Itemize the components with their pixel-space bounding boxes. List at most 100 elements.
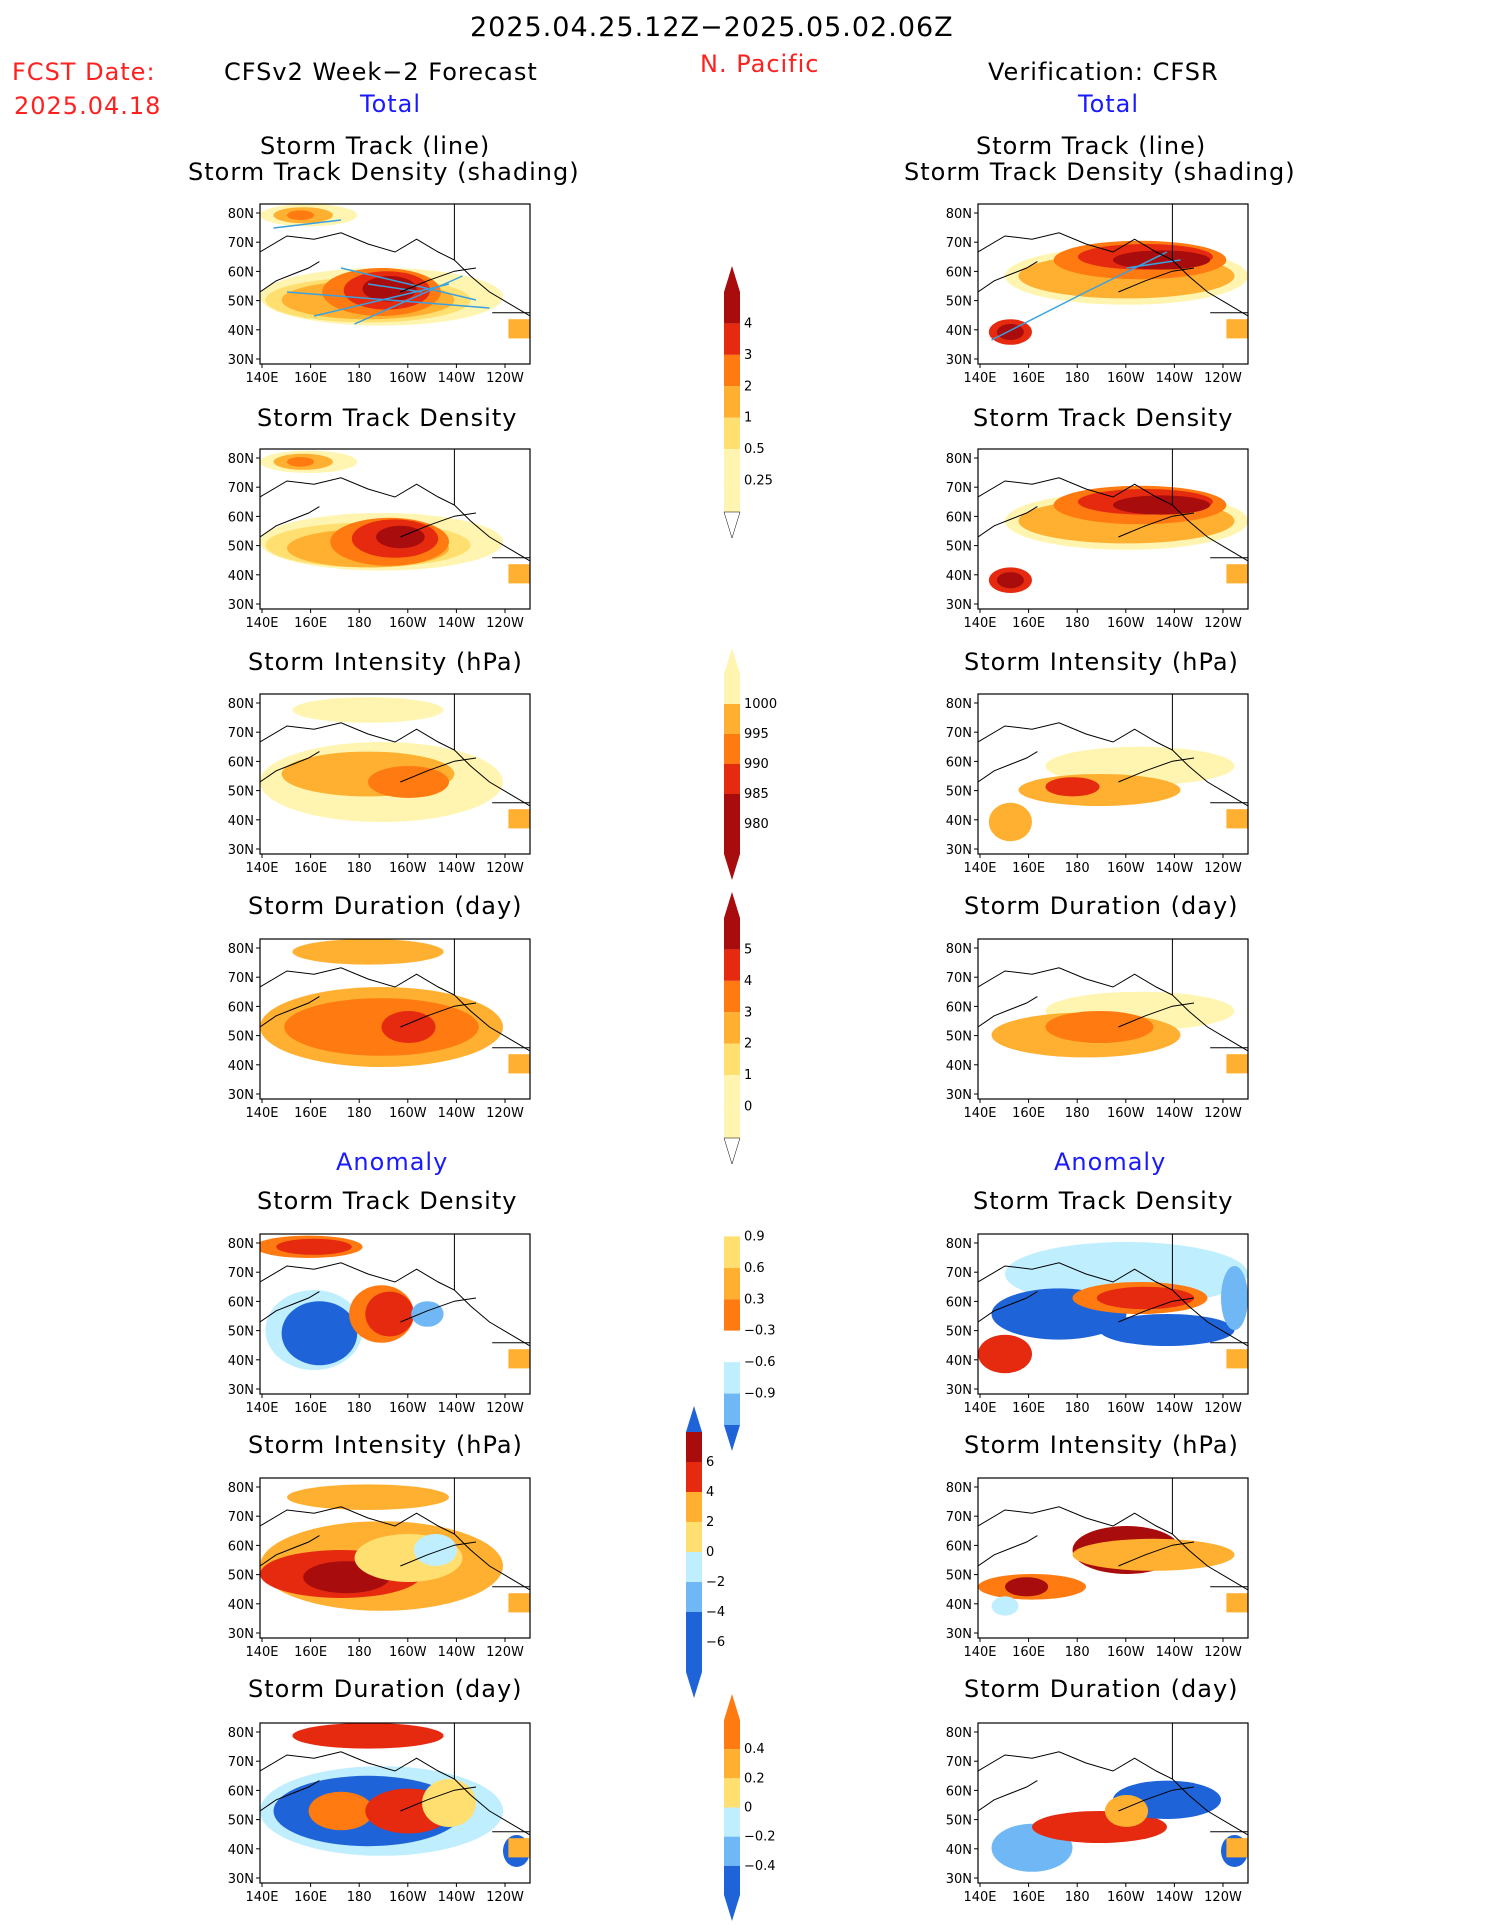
map-right-track-density: 80N 70N 60N 50N 40N 30N 140E 160E 180 160W 140W 120… bbox=[946, 448, 1249, 631]
lon-tick-label: 140W bbox=[1156, 616, 1194, 631]
lat-tick-label: 30N bbox=[946, 1088, 972, 1103]
lon-tick-label: 160E bbox=[294, 616, 327, 631]
lon-tick-label: 120W bbox=[486, 1890, 524, 1905]
lat-tick-label: 40N bbox=[228, 1354, 254, 1369]
lat-tick-label: 80N bbox=[946, 942, 972, 957]
colorbar-tick-label: 985 bbox=[744, 787, 769, 802]
lon-tick-label: 140E bbox=[963, 861, 996, 876]
lon-tick-label: 160W bbox=[1107, 861, 1145, 876]
lon-tick-label: 140E bbox=[963, 371, 996, 386]
lon-tick-label: 160W bbox=[389, 1401, 427, 1416]
fcst-date-label: FCST Date: bbox=[12, 58, 156, 86]
map-left-intensity-anomaly: 80N 70N 60N 50N 40N 30N 140E 160E 180 160W 140W 120… bbox=[228, 1477, 531, 1660]
lon-tick-label: 180 bbox=[347, 1401, 372, 1416]
panel2-title-left: Storm Track Density bbox=[257, 404, 518, 432]
colorbar-tick-label: 0.25 bbox=[744, 474, 773, 489]
lat-tick-label: 30N bbox=[946, 1627, 972, 1642]
lat-tick-label: 70N bbox=[228, 236, 254, 251]
lon-tick-label: 180 bbox=[347, 371, 372, 386]
lon-tick-label: 160W bbox=[389, 1106, 427, 1121]
lat-tick-label: 80N bbox=[228, 1481, 254, 1496]
lat-tick-label: 40N bbox=[228, 1059, 254, 1074]
lon-tick-label: 160W bbox=[389, 1645, 427, 1660]
lat-tick-label: 50N bbox=[946, 295, 972, 310]
date-range-title: 2025.04.25.12Z−2025.05.02.06Z bbox=[470, 12, 954, 43]
lon-tick-label: 140W bbox=[438, 1401, 476, 1416]
colorbar-tick-label: 2 bbox=[744, 1037, 752, 1052]
colorbar-tick-label: 0.6 bbox=[744, 1261, 765, 1276]
panel6-title-left: Storm Intensity (hPa) bbox=[248, 1431, 523, 1459]
lon-tick-label: 160E bbox=[1012, 1645, 1045, 1660]
lon-tick-label: 140E bbox=[245, 861, 278, 876]
lon-tick-label: 140W bbox=[438, 1106, 476, 1121]
lon-tick-label: 120W bbox=[486, 616, 524, 631]
colorbar-tick-label: 0.2 bbox=[744, 1771, 765, 1786]
lon-tick-label: 140E bbox=[963, 1890, 996, 1905]
lat-tick-label: 60N bbox=[228, 1000, 254, 1015]
lat-tick-label: 50N bbox=[946, 540, 972, 555]
lon-tick-label: 140E bbox=[963, 1106, 996, 1121]
lat-tick-label: 60N bbox=[228, 510, 254, 525]
lon-tick-label: 180 bbox=[1065, 1645, 1090, 1660]
lon-tick-label: 140E bbox=[245, 1890, 278, 1905]
lon-tick-label: 160W bbox=[389, 371, 427, 386]
colorbar-tick-label: −2 bbox=[706, 1575, 725, 1590]
lon-tick-label: 140E bbox=[963, 616, 996, 631]
lon-tick-label: 160W bbox=[389, 861, 427, 876]
lat-tick-label: 50N bbox=[946, 785, 972, 800]
lat-tick-label: 50N bbox=[946, 1030, 972, 1045]
lon-tick-label: 120W bbox=[1204, 371, 1242, 386]
panel1-title-line-left: Storm Track (line) bbox=[260, 132, 491, 160]
lon-tick-label: 140E bbox=[245, 371, 278, 386]
lat-tick-label: 60N bbox=[228, 265, 254, 280]
lon-tick-label: 140W bbox=[438, 1890, 476, 1905]
lat-tick-label: 40N bbox=[946, 1598, 972, 1613]
lat-tick-label: 50N bbox=[946, 1569, 972, 1584]
lat-tick-label: 30N bbox=[228, 1383, 254, 1398]
lat-tick-label: 80N bbox=[228, 452, 254, 467]
lon-tick-label: 140E bbox=[963, 1645, 996, 1660]
lon-tick-label: 120W bbox=[1204, 1401, 1242, 1416]
lon-tick-label: 160E bbox=[1012, 1890, 1045, 1905]
lat-tick-label: 30N bbox=[946, 1383, 972, 1398]
map-left-duration: 80N 70N 60N 50N 40N 30N 140E 160E 180 160W 140W 120… bbox=[228, 938, 531, 1121]
lon-tick-label: 140E bbox=[245, 1401, 278, 1416]
lat-tick-label: 40N bbox=[946, 569, 972, 584]
panel5-title-right: Storm Track Density bbox=[973, 1187, 1234, 1215]
lat-tick-label: 80N bbox=[228, 1726, 254, 1741]
lon-tick-label: 120W bbox=[486, 861, 524, 876]
lat-tick-label: 30N bbox=[228, 598, 254, 613]
lon-tick-label: 160E bbox=[294, 1106, 327, 1121]
lat-tick-label: 40N bbox=[228, 814, 254, 829]
lat-tick-label: 50N bbox=[228, 295, 254, 310]
colorbar-tick-label: 5 bbox=[744, 942, 752, 957]
panel3-title-right: Storm Intensity (hPa) bbox=[964, 648, 1239, 676]
lat-tick-label: 80N bbox=[228, 207, 254, 222]
lat-tick-label: 80N bbox=[946, 452, 972, 467]
colorbar-intensity-anomaly: 6 4 2 0 −2 −4 −6 bbox=[686, 1406, 725, 1698]
panel1-title-shading-right: Storm Track Density (shading) bbox=[904, 158, 1296, 186]
lat-tick-label: 50N bbox=[228, 1325, 254, 1340]
lat-tick-label: 70N bbox=[946, 481, 972, 496]
colorbar-tick-label: 980 bbox=[744, 817, 769, 832]
lon-tick-label: 140W bbox=[438, 861, 476, 876]
lon-tick-label: 160W bbox=[389, 1890, 427, 1905]
lon-tick-label: 140W bbox=[1156, 1645, 1194, 1660]
lon-tick-label: 120W bbox=[486, 1106, 524, 1121]
lat-tick-label: 70N bbox=[946, 726, 972, 741]
map-left-track-density-lines: 80N 70N 60N 50N 40N 30N 140E 160E 180 160W 140W 120… bbox=[228, 203, 531, 386]
right-total-label: Total bbox=[1078, 90, 1140, 118]
lon-tick-label: 160W bbox=[1107, 1645, 1145, 1660]
lon-tick-label: 140W bbox=[1156, 1401, 1194, 1416]
lon-tick-label: 180 bbox=[347, 616, 372, 631]
colorbar-tick-label: −0.4 bbox=[744, 1859, 776, 1874]
lon-tick-label: 140E bbox=[245, 616, 278, 631]
colorbar-tick-label: −0.6 bbox=[744, 1355, 776, 1370]
map-left-intensity: 80N 70N 60N 50N 40N 30N 140E 160E 180 160W 140W 120… bbox=[228, 693, 531, 876]
lon-tick-label: 120W bbox=[1204, 1890, 1242, 1905]
colorbar-tick-label: 0.3 bbox=[744, 1292, 765, 1307]
lat-tick-label: 60N bbox=[228, 1539, 254, 1554]
lon-tick-label: 180 bbox=[1065, 1401, 1090, 1416]
colorbar-tick-label: −6 bbox=[706, 1635, 725, 1650]
lat-tick-label: 70N bbox=[946, 1755, 972, 1770]
